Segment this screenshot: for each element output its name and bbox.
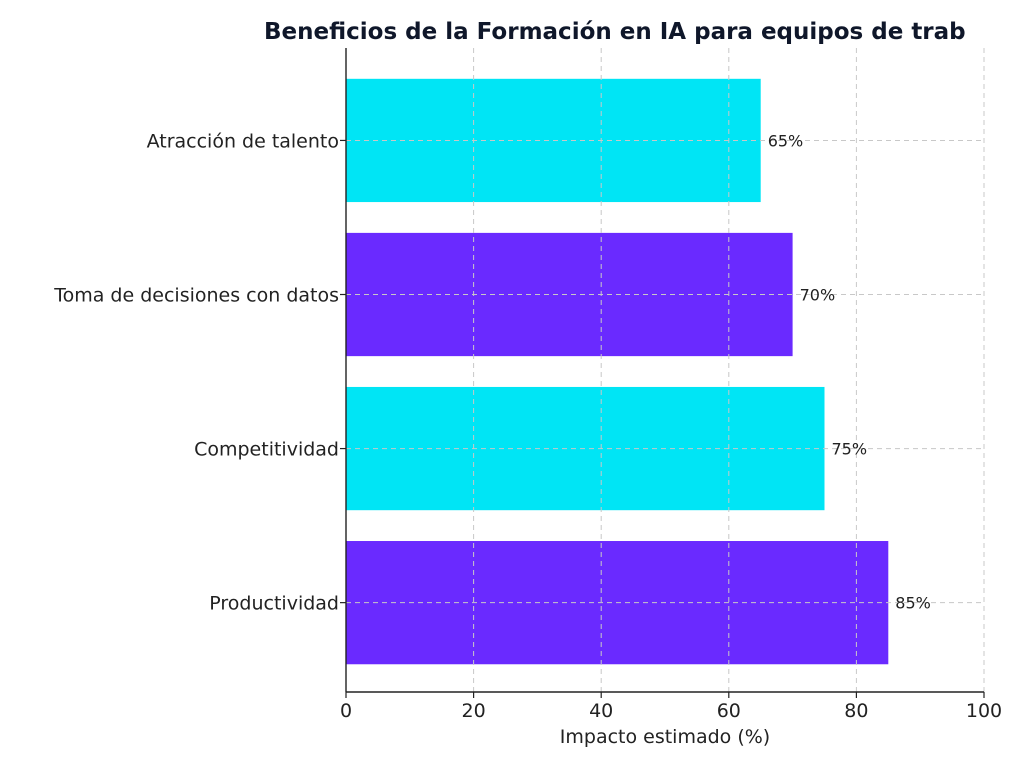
x-tick-label: 0 [340, 700, 352, 722]
x-tick-label: 80 [844, 700, 868, 722]
chart-title: Beneficios de la Formación en IA para eq… [264, 19, 966, 45]
y-tick-label: Productividad [209, 593, 339, 615]
y-tick-label: Atracción de talento [147, 130, 339, 152]
y-tick-label: Toma de decisiones con datos [53, 285, 339, 307]
x-tick-label: 60 [717, 700, 741, 722]
data-label: 65% [768, 131, 804, 150]
data-label: 70% [800, 286, 836, 305]
x-tick-label: 100 [966, 700, 1002, 722]
data-label: 85% [895, 594, 931, 613]
x-axis-label: Impacto estimado (%) [560, 726, 770, 748]
x-tick-label: 20 [462, 700, 486, 722]
y-tick-label: Competitividad [194, 439, 339, 461]
x-tick-label: 40 [589, 700, 613, 722]
data-label: 75% [832, 440, 868, 459]
